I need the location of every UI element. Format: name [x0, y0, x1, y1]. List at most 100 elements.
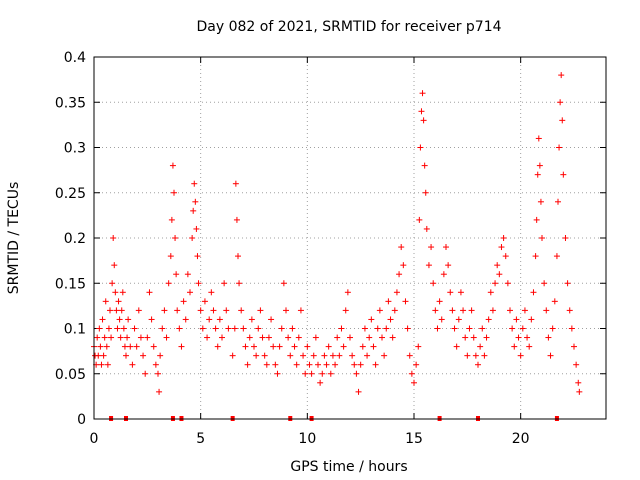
- data-point: [223, 307, 230, 314]
- data-point: [157, 352, 164, 359]
- data-point: [327, 370, 334, 377]
- data-point: [524, 334, 531, 341]
- data-point: [413, 361, 420, 368]
- data-point: [558, 72, 565, 79]
- data-point: [104, 361, 111, 368]
- data-point: [366, 334, 373, 341]
- data-point: [517, 352, 524, 359]
- data-point: [161, 307, 168, 314]
- data-point: [119, 289, 126, 296]
- data-point: [310, 352, 317, 359]
- data-point: [475, 361, 481, 368]
- data-point: [533, 216, 540, 223]
- data-point: [127, 343, 134, 350]
- data-point: [334, 334, 341, 341]
- data-point: [172, 235, 179, 241]
- data-point: [208, 289, 215, 296]
- data-point: [468, 307, 475, 314]
- data-point: [195, 280, 202, 287]
- data-point: [242, 343, 249, 350]
- data-point: [423, 225, 430, 232]
- y-tick-label: 0.15: [55, 276, 86, 292]
- data-point: [194, 253, 201, 260]
- data-point: [306, 361, 313, 368]
- data-point: [411, 379, 417, 386]
- data-point: [105, 325, 112, 332]
- data-point: [500, 235, 507, 241]
- data-point: [94, 334, 101, 341]
- data-point: [534, 171, 541, 178]
- data-point: [359, 343, 366, 350]
- data-point: [489, 307, 496, 314]
- data-point: [419, 90, 426, 97]
- data-point: [214, 343, 221, 350]
- data-point: [464, 352, 471, 359]
- data-point: [148, 316, 155, 323]
- data-point: [169, 162, 176, 169]
- plot-frame: [93, 56, 607, 420]
- data-point: [121, 343, 128, 350]
- data-point: [255, 325, 262, 332]
- data-point: [187, 289, 193, 296]
- data-point: [201, 298, 208, 305]
- data-point: [98, 361, 105, 368]
- data-point: [197, 307, 204, 314]
- data-point: [344, 289, 351, 296]
- data-point: [374, 325, 381, 332]
- data-point: [283, 307, 289, 314]
- data-point: [447, 289, 454, 296]
- data-point: [504, 280, 511, 287]
- data-point: [528, 316, 535, 323]
- data-point: [113, 307, 120, 314]
- data-point: [455, 316, 462, 323]
- data-point: [287, 352, 294, 359]
- data-point: [443, 244, 449, 251]
- data-point: [539, 235, 545, 241]
- data-point: [103, 343, 110, 350]
- data-point: [173, 271, 180, 278]
- y-tick-label: 0.3: [64, 141, 86, 157]
- data-point: [376, 307, 383, 314]
- data-point: [415, 343, 422, 350]
- data-point: [96, 325, 103, 332]
- data-point: [372, 361, 379, 368]
- data-point: [304, 343, 311, 350]
- data-point: [509, 325, 516, 332]
- data-point: [457, 289, 464, 296]
- data-point: [381, 352, 388, 359]
- data-point: [150, 343, 157, 350]
- data-point: [118, 307, 125, 314]
- data-point: [553, 253, 560, 260]
- data-point: [342, 307, 349, 314]
- data-point: [425, 262, 432, 269]
- data-point: [511, 343, 518, 350]
- data-point: [246, 334, 253, 341]
- data-point: [95, 352, 102, 359]
- data-point: [566, 307, 573, 314]
- data-point: [236, 280, 243, 287]
- data-point: [321, 352, 328, 359]
- data-point: [402, 298, 409, 305]
- x-tick-label: 5: [196, 431, 205, 447]
- data-point: [351, 361, 358, 368]
- data-point: [551, 298, 558, 305]
- grid-lines: [94, 57, 606, 419]
- data-point: [116, 316, 123, 323]
- y-tick-label: 0.1: [64, 322, 86, 338]
- data-point: [568, 325, 575, 332]
- data-point: [406, 352, 413, 359]
- data-point: [576, 388, 583, 395]
- data-point: [422, 189, 429, 196]
- data-point: [120, 325, 127, 332]
- y-tick-label: 0.4: [64, 50, 86, 66]
- data-point: [159, 325, 166, 332]
- data-point: [492, 280, 499, 287]
- data-point: [513, 316, 520, 323]
- data-point: [285, 334, 292, 341]
- data-point: [383, 325, 390, 332]
- data-point: [472, 352, 479, 359]
- data-point: [312, 334, 319, 341]
- data-point: [460, 307, 467, 314]
